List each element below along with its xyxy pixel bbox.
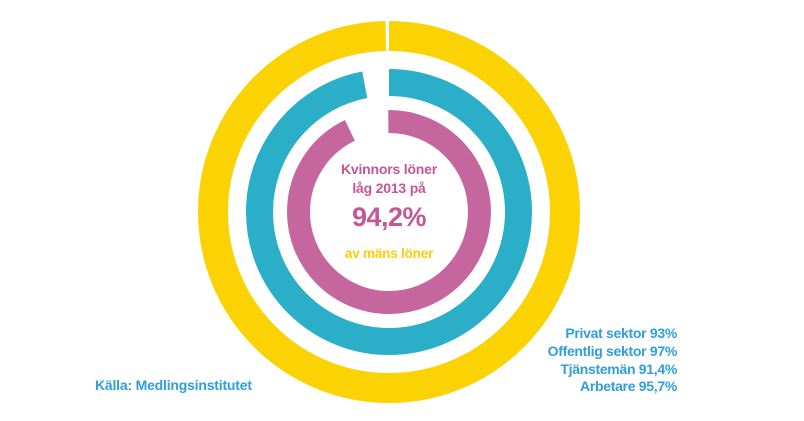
- legend-item-label: Arbetare: [580, 378, 636, 395]
- legend-item-value: 93%: [649, 325, 677, 341]
- legend-item: Tjänstemän 91,4%: [548, 361, 677, 379]
- legend-item: Arbetare 95,7%: [548, 378, 677, 396]
- ring-middle-teal: [246, 69, 532, 355]
- center-text-block: Kvinnors löner låg 2013 på 94,2% av mäns…: [289, 160, 489, 263]
- legend-item: Offentlig sektor 97%: [547, 342, 678, 361]
- legend: Privat sektor 93% Offentlig sektor 97% Tjä…: [547, 325, 678, 396]
- center-value: 94,2%: [351, 202, 427, 232]
- legend-item-label: Tjänstemän: [560, 360, 636, 377]
- legend-item-label: Offentlig sektor: [547, 342, 647, 359]
- legend-item: Privat sektor 93%: [548, 325, 677, 343]
- legend-item-label: Privat sektor: [565, 325, 647, 341]
- center-caption: av mäns löner: [344, 246, 434, 261]
- legend-item-value: 95,7%: [638, 378, 678, 395]
- ring-inner-pink: [287, 110, 491, 314]
- center-title-line2: låg 2013 på: [352, 180, 426, 196]
- source-note: Källa: Medlingsinstitutet: [95, 377, 252, 393]
- center-title-line1: Kvinnors löner: [341, 161, 437, 177]
- ring-outer-yellow: [198, 21, 580, 403]
- legend-item-value: 97%: [649, 342, 677, 359]
- legend-item-value: 91,4%: [638, 360, 678, 377]
